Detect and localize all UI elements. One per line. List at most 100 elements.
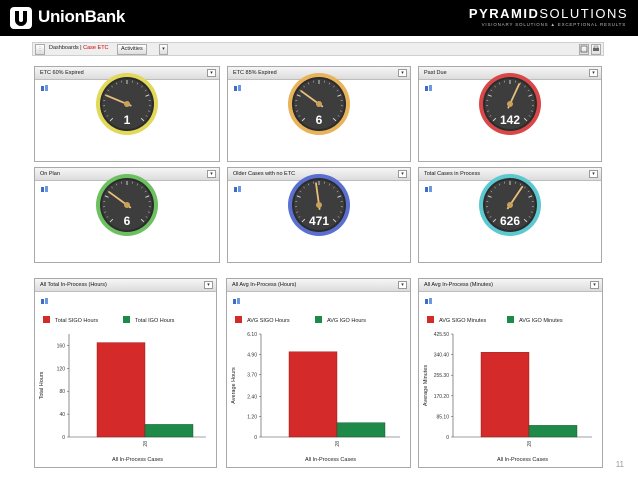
gauge-tick <box>298 115 301 117</box>
panel-menu-button[interactable]: ▾ <box>207 69 216 77</box>
gauge-tick <box>141 85 143 88</box>
chevron-down-icon: ▾ <box>210 70 213 76</box>
refresh-icon <box>233 299 236 304</box>
refresh-icon[interactable] <box>41 186 49 193</box>
legend-swatch-sigo <box>427 316 434 323</box>
gauge-tick <box>523 218 528 223</box>
gauge-etc-85: 6 <box>288 73 350 135</box>
bar-igo <box>528 425 578 438</box>
refresh-icon <box>429 298 432 304</box>
gauge-tick <box>527 190 530 193</box>
panel-menu-button[interactable]: ▾ <box>207 170 216 178</box>
gauge-tick <box>115 82 118 85</box>
solutions-light: SOLUTIONS <box>539 6 628 21</box>
gauge-tick <box>336 89 339 92</box>
gauge-tick <box>492 218 497 223</box>
gauge-tick <box>144 190 147 193</box>
gauge-tick <box>298 216 301 218</box>
activities-label: Activities <box>121 46 143 52</box>
gauge-tick <box>106 115 109 117</box>
gauge-tick <box>111 186 113 189</box>
print-button[interactable] <box>591 44 601 55</box>
gauge-hub <box>124 202 130 208</box>
gauge-tick <box>337 115 340 117</box>
gauge-hub <box>316 101 322 107</box>
panel-title: ETC 60% Expired <box>40 70 84 76</box>
gauge-panel-etc-60: ETC 60% Expired ▾ 1 <box>34 66 220 162</box>
activities-dropdown-button[interactable]: ▾ <box>159 44 168 55</box>
y-tick-label: 0 <box>446 435 449 441</box>
panel-menu-button[interactable]: ▾ <box>398 170 407 178</box>
gauge-tick <box>498 183 501 186</box>
export-button[interactable] <box>579 44 589 55</box>
gauge-total-cases: 626 <box>479 174 541 236</box>
legend-label-igo: Total IGO Hours <box>135 318 175 324</box>
y-tick-label: 170.20 <box>434 394 450 400</box>
chevron-down-icon: ▾ <box>401 282 404 288</box>
gauge-hub <box>124 101 130 107</box>
gauge-hub <box>316 202 322 208</box>
gauge-value: 142 <box>500 113 520 127</box>
gauge-tick <box>136 82 139 85</box>
gauge-tick <box>337 94 342 97</box>
gauge-tick <box>498 82 501 85</box>
panel-menu-button[interactable]: ▾ <box>589 69 598 77</box>
y-tick-label: 2.40 <box>247 394 257 400</box>
gauge-tick <box>336 190 339 193</box>
refresh-icon[interactable] <box>234 186 242 193</box>
refresh-icon[interactable] <box>234 85 242 92</box>
y-axis-label: Average Hours <box>231 367 237 404</box>
gauge-tick <box>489 216 492 218</box>
gauge-tick <box>492 117 497 122</box>
chevron-down-icon: ▾ <box>593 282 596 288</box>
panel-menu-button[interactable]: ▾ <box>398 69 407 77</box>
legend-label-sigo: Total SIGO Hours <box>55 318 98 324</box>
refresh-icon[interactable] <box>425 186 433 193</box>
refresh-icon <box>45 298 48 304</box>
gauge-tick <box>145 94 150 97</box>
breadcrumb-root[interactable]: Dashboards | <box>49 45 82 51</box>
gauge-tick <box>337 216 340 218</box>
panel-title: All Total In-Process (Hours) <box>40 282 107 288</box>
chevron-down-icon: ▾ <box>592 171 595 177</box>
x-axis-label: All In-Process Cases <box>305 457 356 463</box>
refresh-icon[interactable] <box>41 85 49 92</box>
refresh-icon <box>41 299 44 304</box>
gauge-tick <box>299 190 302 193</box>
gauge-tick <box>528 94 533 97</box>
gauge-tick <box>115 183 118 186</box>
gauge-tick <box>487 195 492 198</box>
panel-menu-button[interactable]: ▾ <box>589 170 598 178</box>
gauge-tick <box>145 195 150 198</box>
gauge-tick <box>339 211 342 213</box>
gauge-tick <box>296 211 299 213</box>
panel-header: All Avg In-Process (Hours) ▾ <box>227 279 410 292</box>
activities-button[interactable]: Activities <box>117 44 147 55</box>
gauge-tick <box>487 110 490 112</box>
y-axis-label: Total Hours <box>39 371 45 399</box>
panel-menu-button[interactable]: ▾ <box>204 281 213 289</box>
gauge-etc-60: 1 <box>96 73 158 135</box>
gauge-tick <box>145 115 148 117</box>
gauge-tick <box>490 190 493 193</box>
gauge-tick <box>301 218 306 223</box>
menu-toggle-button[interactable]: ⋮ <box>35 44 45 55</box>
gauge-tick <box>307 82 310 85</box>
refresh-icon[interactable] <box>425 85 433 92</box>
gauge-tick <box>296 110 299 112</box>
gauge-panel-past-due: Past Due ▾ 142 <box>418 66 602 162</box>
y-tick-label: 340.40 <box>434 353 450 359</box>
y-tick-label: 3.70 <box>247 373 257 379</box>
gauge-tick <box>111 85 113 88</box>
bar-sigo <box>96 342 146 438</box>
chevron-down-icon: ▾ <box>401 70 404 76</box>
chart-panel-avg-minutes: All Avg In-Process (Minutes) ▾ AVG SIGO M… <box>418 278 603 468</box>
bar-sigo <box>480 352 530 438</box>
y-axis-label: Average Minutes <box>423 365 429 406</box>
panel-header: All Avg In-Process (Minutes) ▾ <box>419 279 602 292</box>
gauge-tick <box>104 110 107 112</box>
panel-menu-button[interactable]: ▾ <box>398 281 407 289</box>
gauge-tick <box>104 211 107 213</box>
panel-menu-button[interactable]: ▾ <box>590 281 599 289</box>
gauge-tick <box>303 85 305 88</box>
